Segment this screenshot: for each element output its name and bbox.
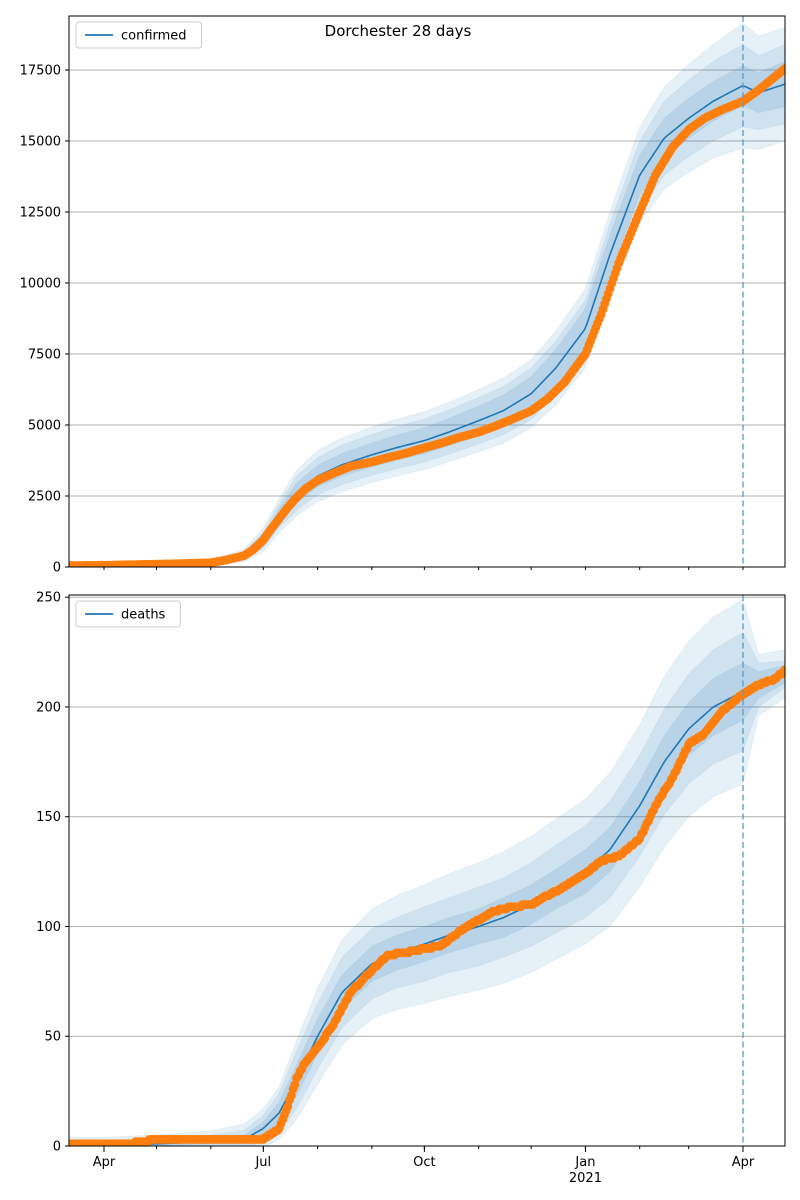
y-tick-label: 5000 [28,418,61,433]
legend-label: confirmed [121,29,187,44]
x-tick-label: Jul [254,1155,271,1170]
y-tick-label: 0 [53,1140,61,1155]
axes-frame [68,594,786,1147]
x-tick-label: Oct [413,1155,435,1170]
legend: confirmed [75,21,203,49]
figure-title: Dorchester 28 days [325,22,472,40]
y-tick-label: 2500 [28,489,61,504]
y-tick-label: 250 [36,591,61,606]
x-tick-label: Apr [93,1155,116,1170]
y-tick-label: 17500 [20,63,61,78]
uncertainty-band [69,23,785,567]
observed-point [286,1091,296,1100]
plot-area [69,23,785,567]
uncertainty-band [69,632,785,1146]
x-tick-label: Apr [732,1155,755,1170]
x-tick-label: 2021 [569,1171,602,1186]
confirmed-panel: 0 2500 5000 7500 10000 12500 15000 17500 confirm… [20,15,786,576]
y-tick-label: 15000 [20,134,61,149]
y-tick-label: 7500 [28,347,61,362]
plot-area [69,599,785,1146]
uncertainty-band [69,599,785,1146]
observed-point [780,64,785,73]
legend: deaths [75,600,181,628]
observed-point [283,1102,293,1111]
observed-point [290,1080,300,1089]
y-tick-label: 150 [36,810,61,825]
y-tick-label: 100 [36,920,61,935]
y-tick-label: 10000 [20,276,61,291]
observed-point [780,665,785,675]
y-tick-label: 50 [44,1030,61,1045]
x-tick-label: Jan [574,1155,595,1170]
y-tick-label: 0 [53,561,61,576]
axes-frame [68,15,786,568]
legend-box [75,21,203,49]
y-tick-label: 200 [36,700,61,715]
uncertainty-band [69,663,785,1146]
uncertainty-band [69,43,785,567]
legend-label: deaths [121,608,166,623]
y-tick-label: 12500 [20,205,61,220]
legend-box [75,600,181,628]
